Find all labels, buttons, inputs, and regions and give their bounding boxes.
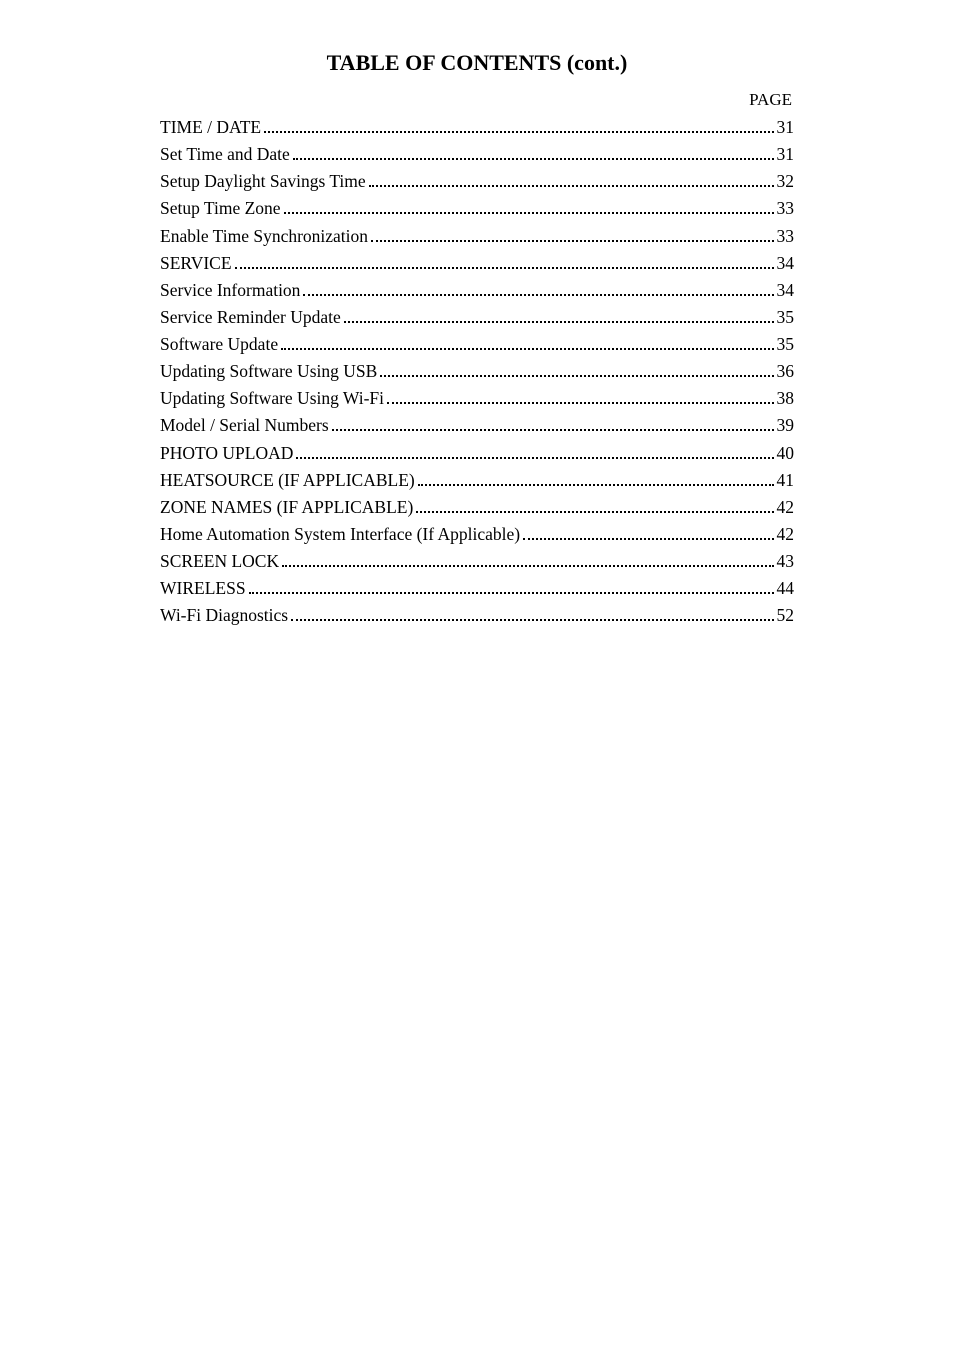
dot-leader (281, 348, 773, 350)
dot-leader (296, 457, 773, 459)
dot-leader (523, 538, 773, 540)
toc-entry: PHOTO UPLOAD 40 (160, 440, 794, 467)
dot-leader (332, 429, 774, 431)
toc-entry-page: 52 (777, 602, 795, 629)
toc-entry: Setup Time Zone 33 (160, 195, 794, 222)
toc-entry-label: Setup Daylight Savings Time (160, 168, 366, 195)
toc-entry: Software Update 35 (160, 331, 794, 358)
dot-leader (303, 294, 773, 296)
toc-entry: Setup Daylight Savings Time 32 (160, 168, 794, 195)
toc-entry-label: Software Update (160, 331, 278, 358)
toc-entry-label: Service Information (160, 277, 300, 304)
page-column-header: PAGE (160, 90, 794, 110)
toc-entry-page: 36 (777, 358, 795, 385)
toc-entry-page: 41 (777, 467, 795, 494)
dot-leader (416, 511, 773, 513)
dot-leader (371, 240, 773, 242)
toc-entry: SCREEN LOCK 43 (160, 548, 794, 575)
toc-entry-label: HEATSOURCE (IF APPLICABLE) (160, 467, 415, 494)
dot-leader (293, 158, 774, 160)
toc-entry-label: Updating Software Using Wi-Fi (160, 385, 384, 412)
toc-entry-page: 44 (777, 575, 795, 602)
toc-entry: SERVICE 34 (160, 250, 794, 277)
toc-entry-page: 42 (777, 521, 795, 548)
toc-entry-label: Home Automation System Interface (If App… (160, 521, 520, 548)
toc-entry-page: 43 (777, 548, 795, 575)
dot-leader (387, 402, 773, 404)
toc-list: TIME / DATE31Set Time and Date31Setup Da… (160, 114, 794, 629)
toc-entry-label: Service Reminder Update (160, 304, 341, 331)
toc-entry-label: Updating Software Using USB (160, 358, 377, 385)
toc-entry-page: 31 (777, 114, 795, 141)
toc-entry-label: Setup Time Zone (160, 195, 281, 222)
dot-leader (344, 321, 774, 323)
toc-entry: Model / Serial Numbers 39 (160, 412, 794, 439)
toc-entry-label: Model / Serial Numbers (160, 412, 329, 439)
toc-entry-label: Set Time and Date (160, 141, 290, 168)
toc-entry-page: 33 (777, 195, 795, 222)
dot-leader (418, 484, 774, 486)
toc-entry: Wi-Fi Diagnostics 52 (160, 602, 794, 629)
toc-entry-page: 34 (777, 277, 795, 304)
toc-entry-label: Enable Time Synchronization (160, 223, 368, 250)
toc-entry: WIRELESS 44 (160, 575, 794, 602)
toc-entry: Updating Software Using Wi-Fi 38 (160, 385, 794, 412)
toc-entry-label: Wi-Fi Diagnostics (160, 602, 288, 629)
toc-entry-page: 33 (777, 223, 795, 250)
toc-entry-label: SCREEN LOCK (160, 548, 279, 575)
dot-leader (264, 131, 773, 133)
toc-entry-page: 32 (777, 168, 795, 195)
toc-entry-label: WIRELESS (160, 575, 246, 602)
toc-entry-label: SERVICE (160, 250, 232, 277)
toc-entry-label: PHOTO UPLOAD (160, 440, 293, 467)
toc-entry-page: 35 (777, 331, 795, 358)
toc-entry-page: 39 (777, 412, 795, 439)
toc-entry: Updating Software Using USB 36 (160, 358, 794, 385)
toc-entry-label: ZONE NAMES (IF APPLICABLE) (160, 494, 413, 521)
toc-entry: Service Reminder Update 35 (160, 304, 794, 331)
dot-leader (284, 212, 774, 214)
dot-leader (291, 619, 773, 621)
toc-entry: Home Automation System Interface (If App… (160, 521, 794, 548)
dot-leader (249, 592, 774, 594)
toc-entry-label: TIME / DATE (160, 114, 261, 141)
toc-entry-page: 35 (777, 304, 795, 331)
toc-title: TABLE OF CONTENTS (cont.) (160, 50, 794, 76)
dot-leader (235, 267, 774, 269)
toc-entry: Enable Time Synchronization 33 (160, 223, 794, 250)
toc-entry-page: 31 (777, 141, 795, 168)
toc-entry: Service Information 34 (160, 277, 794, 304)
dot-leader (282, 565, 773, 567)
toc-entry-page: 40 (777, 440, 795, 467)
dot-leader (380, 375, 773, 377)
dot-leader (369, 185, 774, 187)
toc-entry: Set Time and Date 31 (160, 141, 794, 168)
toc-entry: HEATSOURCE (IF APPLICABLE) 41 (160, 467, 794, 494)
toc-entry: ZONE NAMES (IF APPLICABLE) 42 (160, 494, 794, 521)
toc-entry: TIME / DATE 31 (160, 114, 794, 141)
toc-entry-page: 34 (777, 250, 795, 277)
toc-entry-page: 42 (777, 494, 795, 521)
toc-entry-page: 38 (777, 385, 795, 412)
